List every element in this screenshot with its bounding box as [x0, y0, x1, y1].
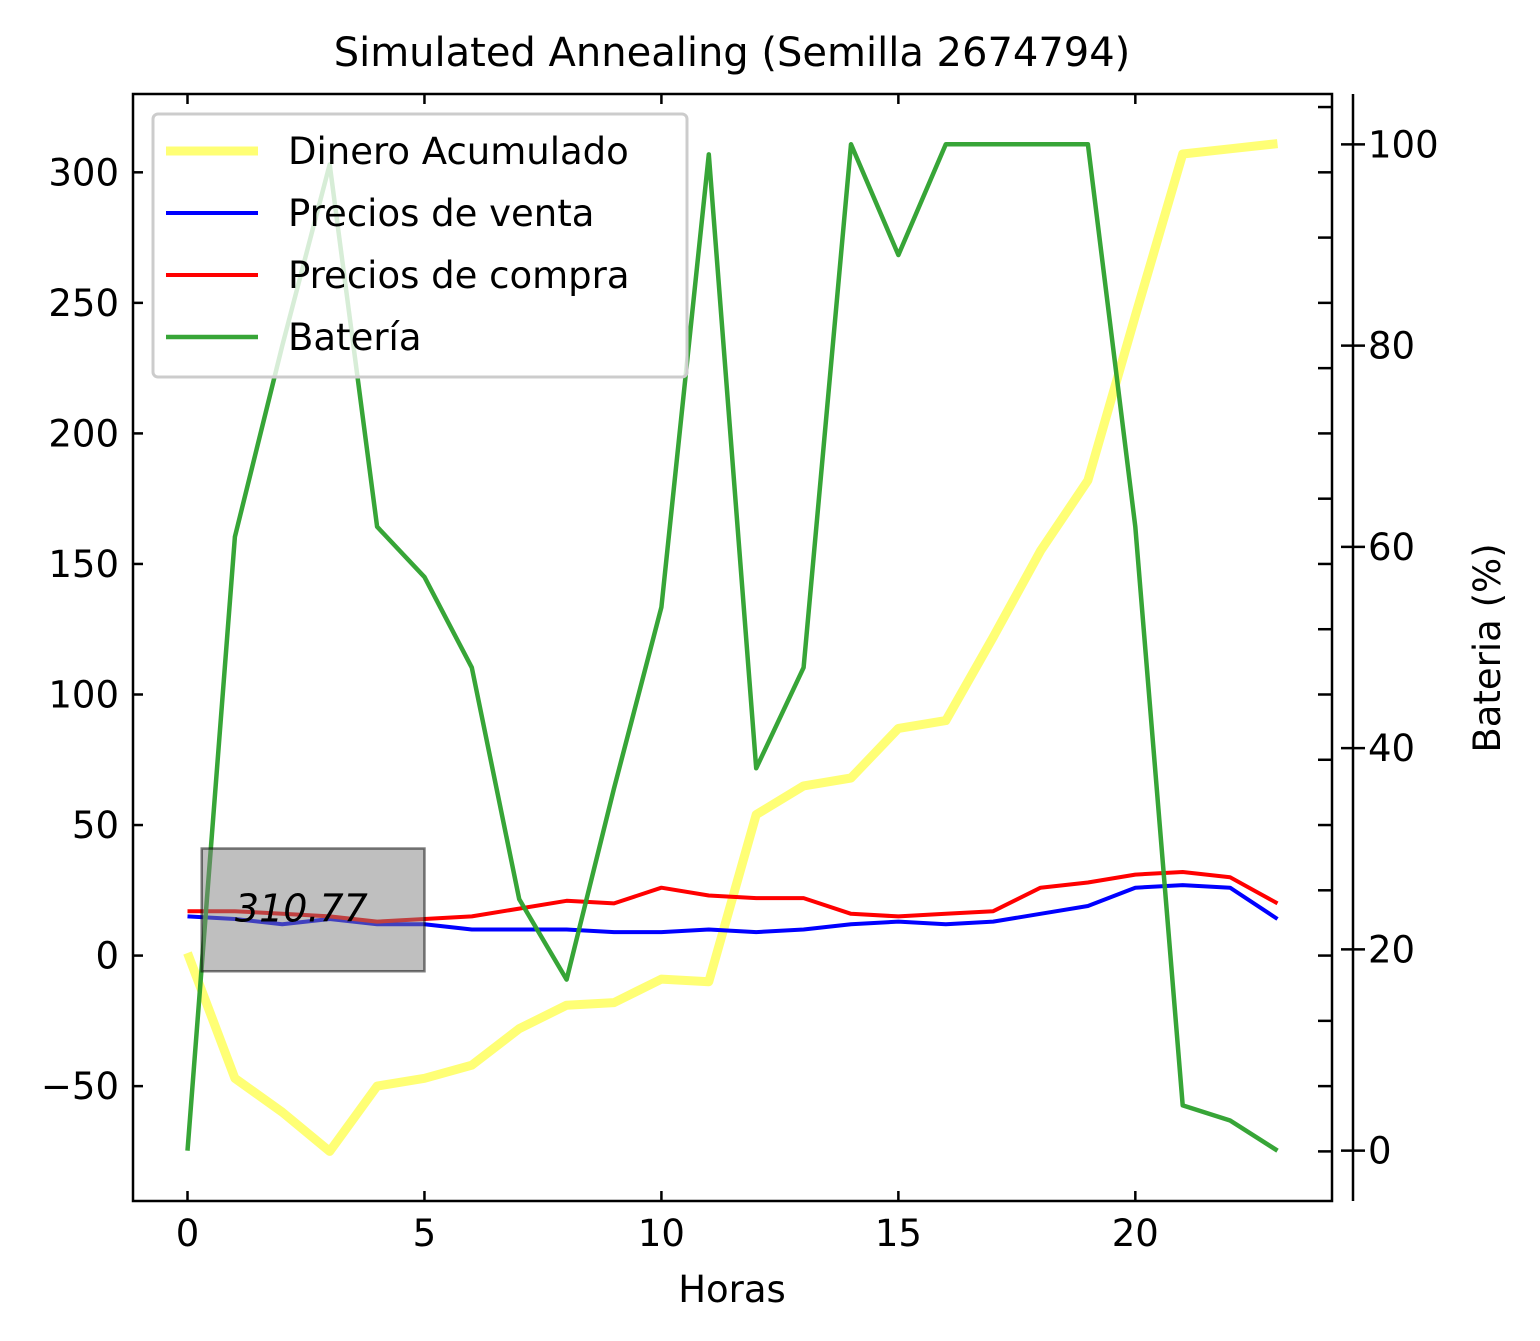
plot-frame [131, 92, 1334, 1203]
y-axis-right: 0 20 40 60 80 100 [1341, 94, 1439, 1201]
x-tick-label: 20 [1112, 1212, 1159, 1255]
y-tick-label: 50 [72, 804, 119, 847]
annotation-label: 310.77 [235, 886, 368, 930]
x-tick-label: 0 [176, 1212, 200, 1255]
annotation: 310.77 [200, 847, 426, 973]
y-axis-left: −50 0 50 100 150 200 250 300 [41, 105, 1332, 1153]
y2-tick-label: 20 [1368, 928, 1415, 971]
y-axis-right-label: Bateria (%) [1466, 543, 1509, 752]
chart-title: Simulated Annealing (Semilla 2674794) [334, 30, 1131, 76]
y-tick-label: 300 [48, 151, 119, 194]
x-tick-label: 5 [413, 1212, 437, 1255]
legend-label-3: Batería [288, 316, 422, 359]
annotation-box [200, 847, 426, 973]
x-axis: 0 5 10 15 20 [176, 94, 1159, 1255]
legend-label-2: Precios de compra [288, 254, 630, 297]
y-tick-label: 150 [48, 543, 119, 586]
x-tick-label: 15 [875, 1212, 922, 1255]
y-tick-label: −50 [41, 1065, 119, 1108]
y2-tick-label: 0 [1368, 1130, 1392, 1173]
y-tick-label: 100 [48, 673, 119, 716]
y2-tick-label: 40 [1368, 727, 1415, 770]
series-line-3 [185, 142, 1279, 1153]
plot-area: 310.77 [131, 92, 1334, 1203]
legend-frame [151, 112, 689, 379]
y2-tick-label: 100 [1368, 123, 1439, 166]
legend-label-1: Precios de venta [288, 192, 594, 235]
y2-tick-label: 80 [1368, 325, 1415, 368]
x-axis-label: Horas [678, 1268, 786, 1311]
y-tick-label: 0 [95, 935, 119, 978]
y-tick-label: 200 [48, 412, 119, 455]
x-tick-label: 10 [638, 1212, 685, 1255]
y-tick-label: 250 [48, 282, 119, 325]
y2-tick-label: 60 [1368, 526, 1415, 569]
legend-label-0: Dinero Acumulado [288, 130, 629, 173]
legend: Dinero Acumulado Precios de venta Precios … [151, 112, 689, 379]
